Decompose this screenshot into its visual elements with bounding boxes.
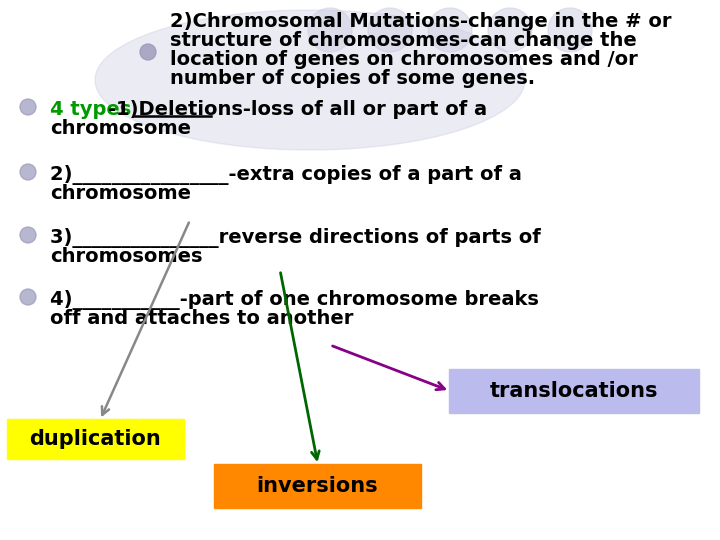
Circle shape (488, 8, 532, 52)
Text: duplication: duplication (30, 429, 161, 449)
Text: structure of chromosomes-can change the: structure of chromosomes-can change the (170, 31, 636, 50)
Text: 4)___________-part of one chromosome breaks: 4)___________-part of one chromosome bre… (50, 290, 539, 310)
FancyBboxPatch shape (7, 419, 184, 459)
Text: -1)Deletions-loss of all or part of a: -1)Deletions-loss of all or part of a (108, 100, 487, 119)
Text: number of copies of some genes.: number of copies of some genes. (170, 69, 535, 88)
Circle shape (548, 8, 592, 52)
Text: chromosomes: chromosomes (50, 247, 202, 266)
Circle shape (20, 164, 36, 180)
Circle shape (428, 8, 472, 52)
Text: 2)Chromosomal Mutations-change in the # or: 2)Chromosomal Mutations-change in the # … (170, 12, 672, 31)
Circle shape (140, 44, 156, 60)
Circle shape (368, 8, 412, 52)
Text: 3)_______________reverse directions of parts of: 3)_______________reverse directions of p… (50, 228, 541, 248)
Text: 2)________________-extra copies of a part of a: 2)________________-extra copies of a par… (50, 165, 522, 185)
FancyBboxPatch shape (449, 369, 699, 413)
Text: off and attaches to another: off and attaches to another (50, 309, 354, 328)
Text: chromosome: chromosome (50, 119, 191, 138)
Text: 4 types: 4 types (50, 100, 131, 119)
Circle shape (308, 8, 352, 52)
Text: translocations: translocations (490, 381, 658, 401)
Text: inversions: inversions (257, 476, 378, 496)
FancyBboxPatch shape (214, 464, 421, 508)
Circle shape (20, 227, 36, 243)
Text: chromosome: chromosome (50, 184, 191, 203)
Text: location of genes on chromosomes and /or: location of genes on chromosomes and /or (170, 50, 638, 69)
Circle shape (20, 99, 36, 115)
Ellipse shape (95, 10, 525, 150)
Circle shape (20, 289, 36, 305)
